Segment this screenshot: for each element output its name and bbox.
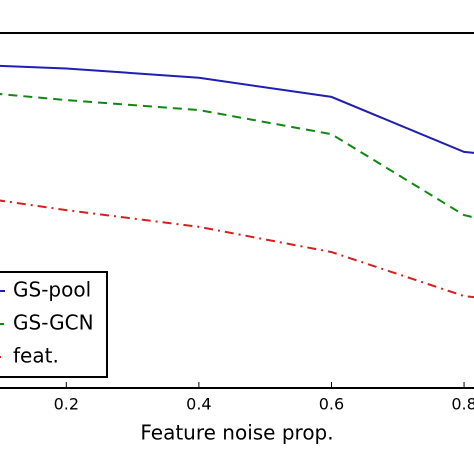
x-tick-label: 0.8 [451, 395, 474, 414]
series-line [0, 199, 474, 299]
x-tick-label: 0.2 [54, 395, 79, 414]
series-line [0, 93, 474, 219]
series-line [0, 64, 474, 154]
x-tick-label: 0.4 [186, 395, 211, 414]
legend-box [0, 271, 108, 378]
x-tick-label: 0.6 [319, 395, 344, 414]
legend-label: feat. [13, 344, 59, 368]
x-axis-label: Feature noise prop. [140, 421, 333, 445]
legend-label: GS-GCN [13, 311, 94, 335]
legend-label: GS-pool [13, 278, 91, 302]
